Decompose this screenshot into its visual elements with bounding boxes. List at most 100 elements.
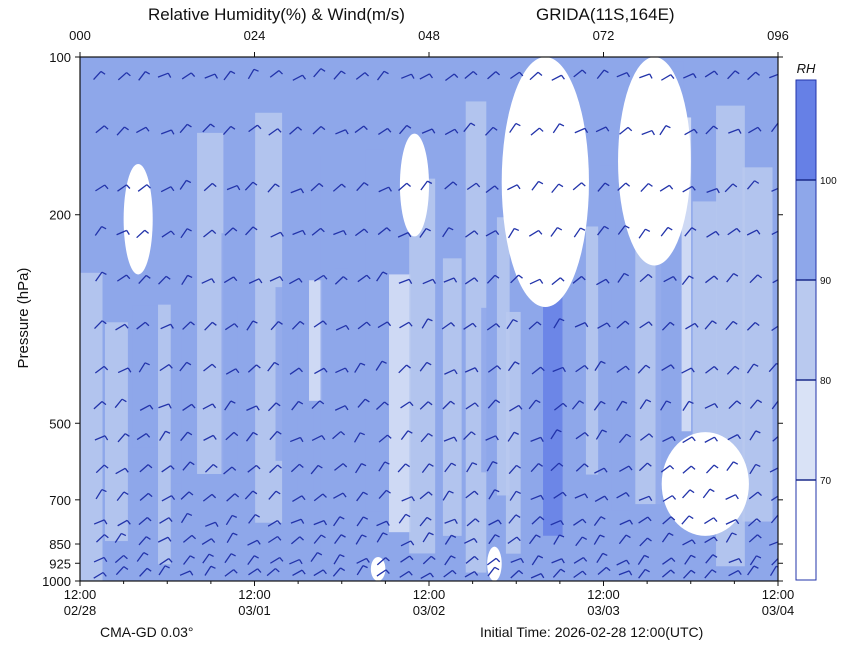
wind-barb xyxy=(728,400,738,410)
wind-barb-flag xyxy=(145,126,150,132)
wind-barb xyxy=(486,323,497,331)
wind-barb xyxy=(334,276,344,285)
wind-barb xyxy=(182,534,193,543)
wind-barb-flag xyxy=(757,399,763,404)
wind-barb-flag xyxy=(323,274,328,280)
wind-barb-flag xyxy=(453,369,458,375)
wind-barb-flag xyxy=(123,566,129,571)
wind-barb xyxy=(93,400,103,410)
wind-barb-flag xyxy=(690,367,695,373)
wind-barb-flag xyxy=(274,361,280,366)
wind-barb xyxy=(334,534,342,544)
wind-barb-flag xyxy=(492,126,498,131)
wind-barb-flag xyxy=(186,123,192,128)
wind-barb xyxy=(640,183,649,193)
wind-barb-flag xyxy=(757,126,762,132)
wind-barb-flag xyxy=(384,461,390,465)
wind-barb-flag xyxy=(189,461,195,466)
wind-barb xyxy=(419,517,428,527)
wind-barb xyxy=(659,125,667,136)
wind-barb-flag xyxy=(146,517,152,522)
wind-barb-flag xyxy=(409,555,414,561)
wind-barb xyxy=(444,555,452,566)
wind-barb xyxy=(419,362,428,372)
x-tick-date: 03/03 xyxy=(587,603,620,618)
wind-barb xyxy=(727,227,738,236)
rh-band xyxy=(599,165,616,477)
wind-barb-flag xyxy=(605,126,610,132)
wind-barb-flag xyxy=(736,400,742,405)
wind-barb-flag xyxy=(474,490,479,496)
wind-barb-flag xyxy=(170,230,175,236)
wind-barb-flag xyxy=(339,516,345,520)
wind-barb-flag xyxy=(168,403,172,409)
wind-barb-flag xyxy=(382,532,388,536)
wind-barb-flag xyxy=(540,366,545,372)
wind-barb-flag xyxy=(322,569,327,575)
wind-barb xyxy=(662,516,672,525)
wind-barb xyxy=(529,71,539,81)
legend-swatch xyxy=(795,379,817,481)
wind-barb xyxy=(509,490,517,501)
wind-barb-flag xyxy=(171,495,176,501)
rh-band xyxy=(221,233,241,548)
wind-barb xyxy=(530,127,540,136)
wind-barb-flag xyxy=(236,185,241,191)
wind-barb-flag xyxy=(777,123,778,124)
wind-barb-flag xyxy=(540,437,544,443)
wind-barb-flag xyxy=(691,227,697,231)
wind-barb xyxy=(550,429,558,440)
wind-barb xyxy=(749,555,757,566)
wind-barb-flag xyxy=(280,231,284,237)
wind-barb xyxy=(552,123,560,134)
wind-barb xyxy=(508,464,517,475)
wind-barb xyxy=(161,230,172,238)
wind-barb xyxy=(158,565,166,576)
rh-band xyxy=(681,117,692,432)
wind-barb xyxy=(204,321,213,331)
wind-barb xyxy=(681,367,692,374)
wind-barb xyxy=(466,462,473,473)
wind-barb xyxy=(269,430,278,441)
wind-barb-flag xyxy=(515,514,521,518)
wind-barb xyxy=(159,517,170,524)
wind-barb xyxy=(660,465,671,473)
wind-barb xyxy=(357,274,368,283)
wind-barb xyxy=(488,534,496,545)
wind-barb xyxy=(376,70,385,81)
wind-barb xyxy=(290,463,300,473)
wind-barb xyxy=(399,570,410,578)
wind-barb xyxy=(659,184,670,192)
wind-barb xyxy=(378,489,387,499)
wind-barb xyxy=(268,490,277,500)
wind-barb xyxy=(597,322,608,329)
wind-barb-flag xyxy=(738,128,742,134)
wind-barb xyxy=(444,181,454,190)
wind-barb-flag xyxy=(518,405,523,410)
wind-barb xyxy=(419,73,430,80)
wind-barb xyxy=(618,534,627,545)
y-axis-label: Pressure (hPa) xyxy=(15,268,32,369)
legend-level-label: 100 xyxy=(820,176,837,187)
wind-barb xyxy=(269,275,281,282)
wind-barb xyxy=(573,570,584,579)
wind-barb-flag xyxy=(600,516,606,520)
wind-barb-flag xyxy=(518,71,524,77)
wind-barb-flag xyxy=(625,534,631,539)
wind-barb xyxy=(725,532,733,543)
wind-barb xyxy=(95,489,103,500)
top-tick-label: 000 xyxy=(69,28,91,43)
wind-barb-flag xyxy=(629,519,634,525)
wind-barb xyxy=(357,398,366,408)
wind-barb-flag xyxy=(603,467,608,473)
wind-barb-flag xyxy=(537,71,543,76)
wind-barb-flag xyxy=(454,518,458,524)
wind-barb xyxy=(158,403,170,409)
wind-barb xyxy=(638,228,646,239)
wind-barb-flag xyxy=(145,71,151,75)
rh-band xyxy=(348,244,369,535)
wind-barb-flag xyxy=(343,230,347,236)
wind-barb-flag xyxy=(432,279,437,284)
wind-barb xyxy=(573,556,584,564)
